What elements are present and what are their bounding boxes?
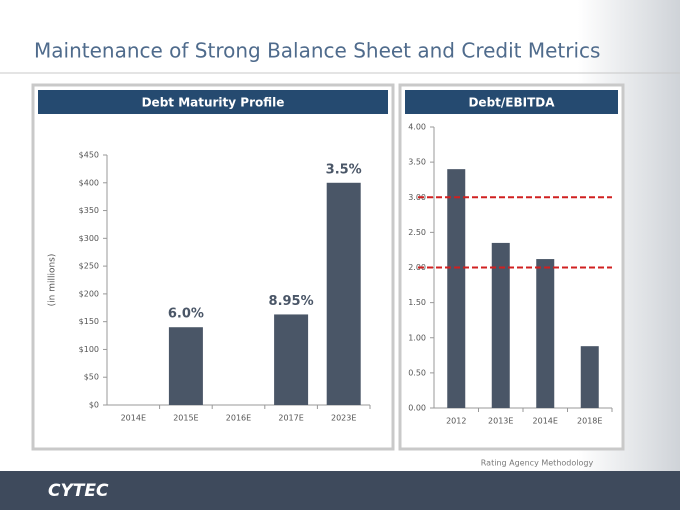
bar-label: 3.5%: [326, 162, 362, 177]
y-axis-label: (in millions): [48, 254, 58, 307]
bar: [168, 327, 203, 405]
x-tick-label: 2014E: [533, 417, 558, 426]
chart-title: Debt/EBITDA: [468, 96, 555, 110]
slide-title: Maintenance of Strong Balance Sheet and …: [34, 39, 600, 63]
y-tick-label: 3.50: [408, 158, 426, 167]
footer: [0, 471, 680, 510]
bar: [326, 182, 361, 405]
panel-header: [405, 90, 618, 114]
y-tick-label: 0.00: [408, 404, 426, 413]
y-tick-label: $250: [79, 262, 99, 271]
chart-title: Debt Maturity Profile: [142, 96, 285, 110]
logo: CYTEC: [48, 481, 109, 501]
bar-label: 8.95%: [269, 294, 314, 309]
bar: [491, 242, 510, 408]
y-tick-label: $0: [89, 401, 99, 410]
y-tick-label: $50: [84, 373, 99, 382]
x-tick-label: 2023E: [331, 414, 356, 423]
y-tick-label: 4.00: [408, 123, 426, 132]
x-tick-label: 2018E: [577, 417, 602, 426]
bar: [274, 314, 309, 405]
x-tick-label: 2015E: [173, 414, 198, 423]
y-tick-label: $300: [79, 234, 99, 243]
panel-header: [38, 90, 388, 114]
bar: [536, 259, 555, 408]
x-tick-label: 2016E: [226, 414, 251, 423]
y-tick-label: 1.00: [408, 333, 426, 342]
y-tick-label: 3.00: [408, 193, 426, 202]
y-tick-label: $150: [79, 317, 99, 326]
bar-label: 6.0%: [168, 307, 204, 322]
y-tick-label: 2.00: [408, 263, 426, 272]
x-tick-label: 2013E: [488, 417, 513, 426]
y-tick-label: $200: [79, 289, 99, 298]
bar: [447, 169, 466, 408]
note: Rating Agency Methodology: [481, 459, 594, 468]
y-tick-label: 0.50: [408, 368, 426, 377]
x-tick-label: 2014E: [121, 414, 146, 423]
y-tick-label: 2.50: [408, 228, 426, 237]
y-tick-label: 1.50: [408, 298, 426, 307]
y-tick-label: $400: [79, 178, 99, 187]
x-tick-label: 2012: [446, 417, 466, 426]
y-tick-label: $100: [79, 345, 99, 354]
bar: [580, 346, 599, 408]
x-tick-label: 2017E: [278, 414, 303, 423]
y-tick-label: $350: [79, 206, 99, 215]
y-tick-label: $450: [79, 151, 99, 160]
